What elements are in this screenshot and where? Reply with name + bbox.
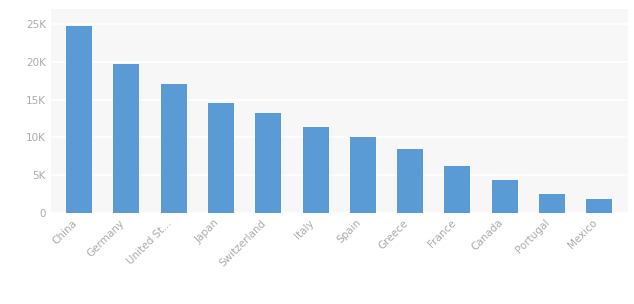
Bar [160, 84, 186, 213]
Bar [539, 194, 565, 213]
Bar [492, 180, 518, 213]
Bar [397, 150, 423, 213]
Bar [302, 127, 328, 213]
Bar [444, 166, 470, 213]
Bar [256, 113, 281, 213]
Bar [586, 199, 612, 213]
Bar [208, 103, 234, 213]
Bar [66, 26, 92, 213]
Bar [113, 64, 139, 213]
Bar [350, 136, 376, 213]
